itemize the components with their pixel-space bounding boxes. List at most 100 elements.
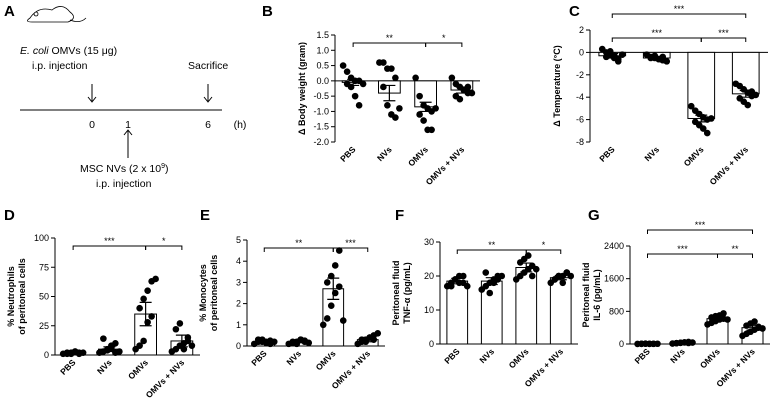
data-point (751, 318, 758, 325)
data-point (724, 316, 731, 323)
x-tick-label: PBS (249, 348, 269, 368)
error-bar (485, 277, 498, 286)
x-tick-label: OMVs (314, 348, 338, 372)
y-tick-label: -8 (576, 137, 584, 147)
y-axis-label: of peritoneal cells (17, 258, 27, 335)
y-tick-label: -2 (576, 70, 584, 80)
injection-close: ) (165, 163, 169, 175)
y-tick-label: 25 (39, 321, 49, 331)
significance-label: *** (674, 4, 685, 14)
data-point (687, 102, 695, 110)
significance-bracket (525, 249, 562, 254)
data-point (432, 105, 439, 112)
y-tick-label: 50 (39, 292, 49, 302)
error-bar (695, 114, 708, 123)
error-bar (676, 341, 689, 344)
significance-label: ** (386, 33, 394, 43)
error-bar (554, 275, 567, 281)
data-point (323, 315, 331, 322)
x-tick-label: OMVs + NVs (144, 357, 187, 400)
data-point (388, 65, 395, 72)
data-point (412, 74, 419, 82)
significance-bracket (352, 42, 427, 47)
significance-label: *** (677, 244, 688, 254)
data-point (144, 287, 151, 294)
y-tick-label: 2 (236, 299, 241, 309)
x-tick-label: PBS (58, 357, 78, 377)
data-point (140, 337, 147, 345)
data-point (319, 321, 327, 329)
error-bar (520, 262, 533, 273)
data-point (447, 282, 455, 290)
x-tick-label: NVs (375, 144, 394, 163)
data-point (140, 295, 147, 303)
data-point (486, 289, 494, 297)
x-tick-label: NVs (477, 346, 496, 365)
panel-letter: D (4, 207, 15, 224)
end-event: Sacrifice (188, 60, 228, 72)
y-tick-label: 0.5 (316, 61, 329, 71)
data-point (463, 282, 471, 290)
data-point (759, 325, 766, 332)
data-point (707, 115, 715, 122)
error-bar (175, 334, 188, 348)
significance-label: ** (295, 238, 303, 248)
data-point (380, 83, 387, 91)
significance-bracket (332, 247, 369, 252)
y-tick-label: 20 (424, 271, 434, 281)
error-bar (455, 86, 468, 94)
significance-bracket (425, 42, 463, 47)
data-point (559, 279, 567, 287)
significance-bracket (72, 245, 147, 250)
x-tick-label: PBS (442, 346, 462, 366)
data-point (392, 114, 399, 121)
data-point (396, 105, 403, 112)
data-point (392, 74, 399, 82)
data-point (270, 338, 278, 346)
y-tick-label: 800 (609, 306, 624, 316)
data-point (339, 317, 347, 324)
y-tick-label: 75 (39, 262, 49, 272)
panel-letter: A (4, 3, 15, 20)
error-bar (606, 52, 619, 59)
data-point (180, 345, 188, 353)
injection-name: OMVs (15 μg) (49, 45, 117, 57)
data-point (176, 320, 184, 327)
data-point (468, 89, 476, 97)
error-bar (103, 346, 116, 353)
significance-bracket (263, 247, 334, 252)
arrows (87, 84, 213, 158)
bar-chart: B -2.0 -1.5 -1.0 -0.5 0.0 0.5 1.0 1.5 Δ Body weig… (262, 3, 480, 187)
data-point (339, 62, 347, 69)
error-bar (383, 84, 396, 102)
significance-label: *** (695, 220, 706, 230)
significance-label: ** (488, 240, 496, 250)
data-point (654, 340, 661, 348)
y-tick-label: 3 (236, 277, 241, 287)
x-tick-label: OMVs (406, 144, 430, 168)
time-label: 0 (89, 119, 95, 131)
bar-chart: C -8 -6 -4 -2 0 2 Δ Temperature (°C) PBS NVs OMVs O… (552, 3, 768, 187)
data-point (112, 340, 119, 347)
error-bar (67, 350, 80, 355)
data-point (100, 335, 107, 342)
data-point (416, 111, 423, 118)
data-point (699, 125, 707, 132)
y-tick-label: -4 (576, 92, 584, 102)
data-point (602, 53, 610, 61)
organism: E. coli (20, 45, 49, 57)
panel-letter: E (200, 207, 210, 224)
significance-label: * (442, 33, 446, 43)
significance-bracket (647, 229, 753, 234)
y-tick-label: -1.5 (313, 122, 329, 132)
significance-bracket (145, 245, 183, 250)
data-point (459, 272, 467, 280)
data-point (482, 269, 490, 276)
data-point (79, 349, 87, 356)
timeline-panel: A E. coli OMVs (15 μg) i.p. injection Sa… (4, 3, 246, 190)
panel-letter: B (262, 3, 273, 20)
y-tick-label: 0 (44, 350, 49, 360)
error-bar (347, 78, 360, 87)
second-injection: MSC NVs (2 x 109) (80, 163, 169, 175)
